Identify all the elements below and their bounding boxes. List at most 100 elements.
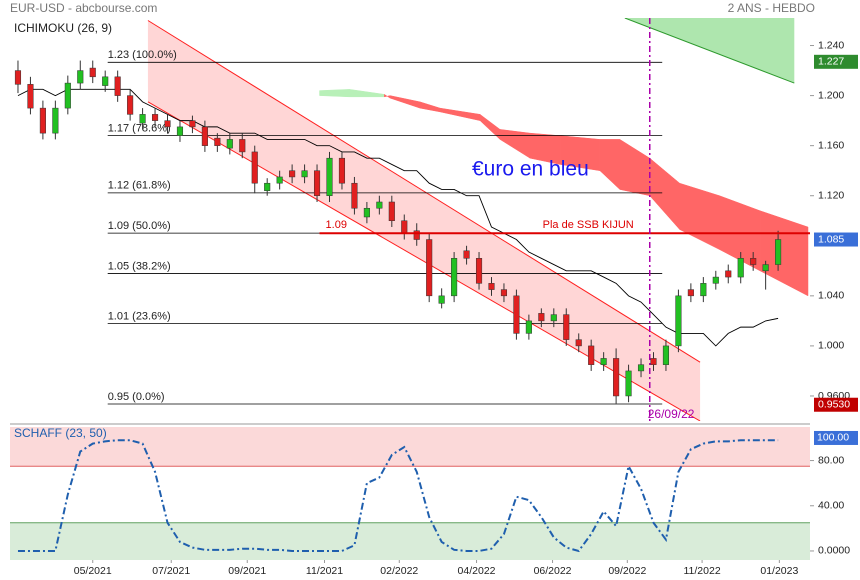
candle-body <box>675 295 682 347</box>
candle-body <box>351 182 358 209</box>
ssb-value-label: 1.09 <box>326 219 347 231</box>
candle-body <box>338 157 346 184</box>
candle-body <box>588 345 595 365</box>
candle-body <box>114 76 121 96</box>
channel-line <box>147 101 701 421</box>
x-tick-label: 04/2022 <box>458 565 496 577</box>
osc-y-tick-label: 80.00 <box>818 454 844 466</box>
chart-subtitle: 2 ANS - HEBDO <box>728 1 815 15</box>
candle-body <box>775 239 782 265</box>
candle-body <box>289 170 296 178</box>
candle-body <box>513 295 520 334</box>
x-tick-label: 01/2023 <box>760 565 798 577</box>
x-tick-label: 05/2021 <box>74 565 112 577</box>
channel-line <box>147 20 701 363</box>
y-tick-label: 1.200 <box>818 89 844 101</box>
fib-label: 1.23 (100.0%) <box>108 49 177 61</box>
price-marker-label: 1.085 <box>818 233 844 245</box>
x-tick-label: 09/2021 <box>228 565 266 577</box>
candle-body <box>201 126 208 146</box>
event-label: 26/09/22 <box>648 407 695 421</box>
fib-label: 1.17 (78.6%) <box>108 122 171 134</box>
candle-body <box>64 82 71 109</box>
candle-body <box>276 176 283 184</box>
candle-body <box>127 95 134 115</box>
candle-body <box>662 345 670 365</box>
candle-body <box>264 182 271 191</box>
ichimoku-cloud <box>319 89 350 98</box>
oversold-zone <box>10 522 810 560</box>
fib-label: 1.12 (61.8%) <box>108 180 171 192</box>
x-tick-label: 09/2022 <box>608 565 646 577</box>
candle-body <box>488 283 495 290</box>
candle-body <box>102 76 109 86</box>
x-tick-label: 02/2022 <box>380 565 418 577</box>
price-marker <box>814 54 858 69</box>
x-tick-label: 06/2022 <box>534 565 572 577</box>
candle-body <box>77 70 84 84</box>
price-marker-label: 1.227 <box>818 56 844 68</box>
candle-body <box>500 289 508 297</box>
osc-y-tick-label: 0.0000 <box>818 545 850 557</box>
candle-body <box>176 126 184 136</box>
trend-channel <box>147 20 701 421</box>
ichimoku-cloud <box>759 210 809 297</box>
fib-label: 0.95 (0.0%) <box>108 391 165 403</box>
future-cloud-edge <box>624 18 795 84</box>
candle-body <box>625 370 632 397</box>
schaff-line <box>17 439 779 553</box>
candle-body <box>14 70 22 85</box>
candle-body <box>762 264 769 272</box>
osc-y-tick-label: 40.00 <box>818 500 844 512</box>
candle-body <box>376 201 383 209</box>
y-tick-label: 1.160 <box>818 139 844 151</box>
candle-body <box>301 170 308 178</box>
candle-body <box>89 67 96 78</box>
candle-body <box>725 270 732 278</box>
candle-body <box>139 114 146 124</box>
candle-body <box>401 220 408 234</box>
indicator-label: ICHIMOKU (26, 9) <box>14 21 112 35</box>
annotation: €uro en bleu <box>472 158 589 181</box>
y-tick-label: 1.000 <box>818 340 844 352</box>
candle-body <box>613 358 620 397</box>
candle-body <box>388 201 395 222</box>
candle-body <box>525 320 532 334</box>
price-panel: 1.23 (100.0%) 1.17 (78.6%) 1.12 (61.8%) 1.0… <box>14 18 810 421</box>
candle-body <box>737 258 744 278</box>
kijun-line <box>17 88 779 347</box>
fib-label: 1.05 (38.2%) <box>108 260 171 272</box>
candle-body <box>475 258 483 284</box>
candle-body <box>687 289 694 297</box>
fib-label: 1.01 (23.6%) <box>108 310 171 322</box>
candle-body <box>251 151 258 184</box>
candle-body <box>39 107 46 134</box>
candle-body <box>438 295 445 304</box>
candle-body <box>313 170 321 196</box>
price-marker-label: 0.9530 <box>818 399 850 411</box>
candle-body <box>575 339 582 347</box>
fib-label: 1.09 (50.0%) <box>108 220 171 232</box>
candle-body <box>463 250 470 259</box>
candle-body <box>413 230 420 240</box>
candle-body <box>600 358 607 365</box>
candle-body <box>239 139 246 153</box>
candle-body <box>363 207 370 218</box>
price-marker <box>814 397 858 412</box>
candle-body <box>164 120 171 128</box>
candle-body <box>151 114 159 121</box>
x-tick-label: 07/2021 <box>152 565 190 577</box>
oscillator-label: SCHAFF (23, 50) <box>14 426 107 440</box>
candle-body <box>52 107 59 134</box>
candle-body <box>637 364 645 372</box>
y-tick-label: 1.040 <box>818 290 844 302</box>
candle-body <box>563 314 570 340</box>
x-tick-label: 11/2022 <box>683 565 720 577</box>
candle-body <box>650 358 657 365</box>
x-tick-label: 11/2021 <box>306 565 343 577</box>
candle-body <box>550 314 557 322</box>
y-tick-label: 1.240 <box>818 39 844 51</box>
candle-body <box>214 137 221 146</box>
osc-marker-label: 100.00 <box>817 432 849 444</box>
